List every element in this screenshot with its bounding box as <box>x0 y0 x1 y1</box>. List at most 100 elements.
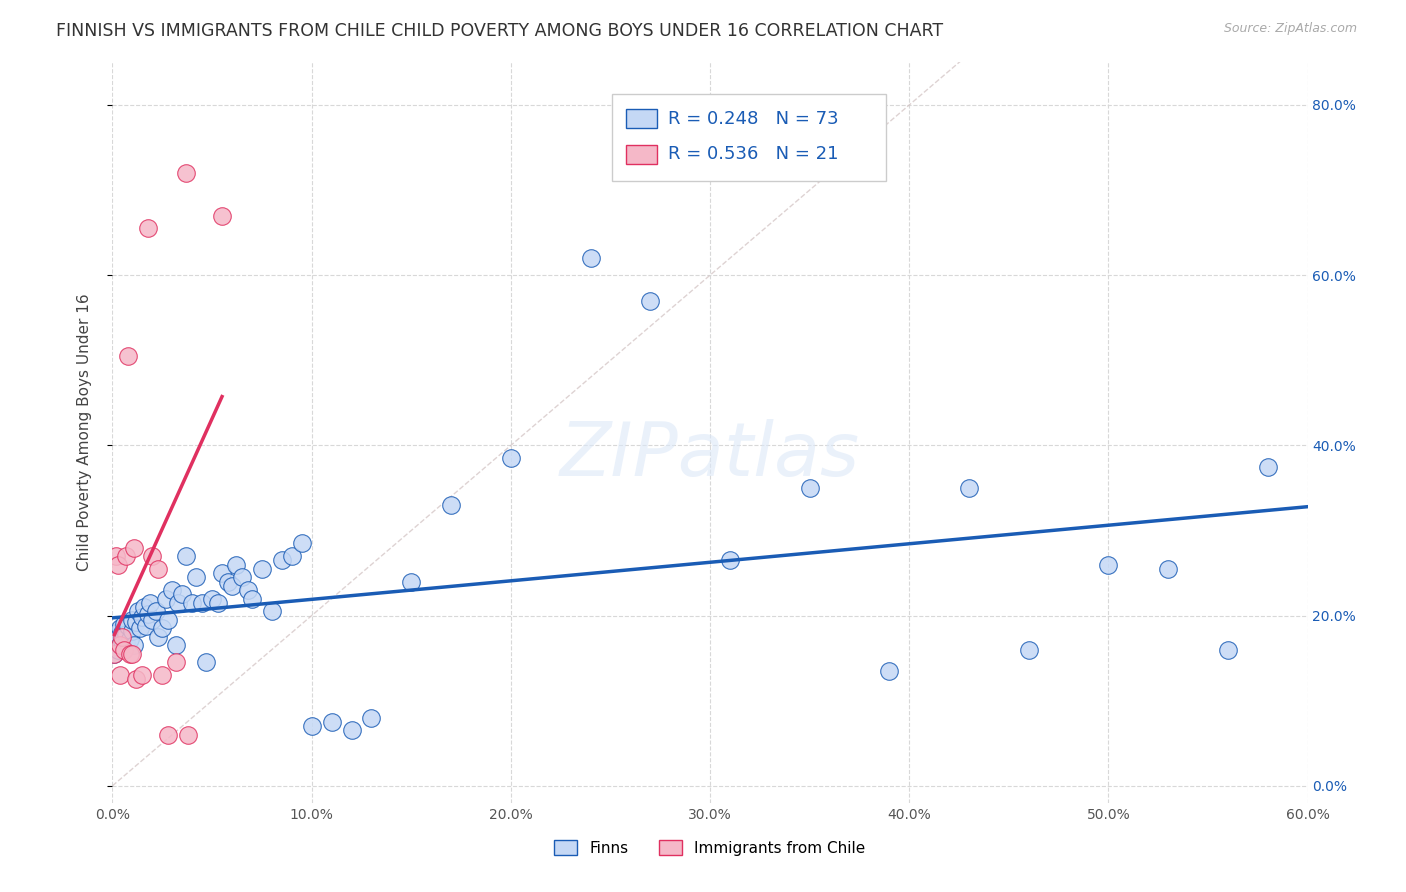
Point <box>640 293 662 308</box>
Point <box>138 607 160 621</box>
Point <box>250 562 273 576</box>
Point <box>401 574 423 589</box>
Point <box>114 630 135 644</box>
Point <box>120 647 142 661</box>
Point <box>340 723 363 738</box>
Text: R = 0.248   N = 73: R = 0.248 N = 73 <box>668 110 838 128</box>
Point <box>105 634 128 648</box>
Text: Source: ZipAtlas.com: Source: ZipAtlas.com <box>1223 22 1357 36</box>
Point <box>131 668 153 682</box>
Y-axis label: Child Poverty Among Boys Under 16: Child Poverty Among Boys Under 16 <box>77 293 91 572</box>
Text: R = 0.536   N = 21: R = 0.536 N = 21 <box>668 145 838 163</box>
Point <box>1097 558 1119 572</box>
Point <box>114 617 135 632</box>
Point <box>879 664 901 678</box>
Text: FINNISH VS IMMIGRANTS FROM CHILE CHILD POVERTY AMONG BOYS UNDER 16 CORRELATION C: FINNISH VS IMMIGRANTS FROM CHILE CHILD P… <box>56 22 943 40</box>
Point <box>127 604 149 618</box>
Point <box>105 549 128 563</box>
Point <box>174 166 197 180</box>
Point <box>110 668 132 682</box>
Point <box>150 668 173 682</box>
Point <box>281 549 304 563</box>
Point <box>181 596 204 610</box>
Point <box>103 647 125 661</box>
Point <box>799 481 821 495</box>
Point <box>217 574 239 589</box>
Point <box>145 604 167 618</box>
Point <box>148 562 170 576</box>
Point <box>291 536 314 550</box>
Point <box>120 632 142 647</box>
Point <box>1018 642 1040 657</box>
Point <box>131 610 153 624</box>
Point <box>301 719 323 733</box>
Point <box>231 570 253 584</box>
Point <box>105 625 128 640</box>
Point <box>121 647 143 661</box>
Text: ZIPatlas: ZIPatlas <box>560 419 860 491</box>
Point <box>114 642 135 657</box>
Point <box>225 558 247 572</box>
Point <box>139 596 162 610</box>
Point <box>579 251 602 265</box>
Point <box>1257 459 1279 474</box>
Point <box>360 711 382 725</box>
Point <box>110 639 132 653</box>
Point <box>207 596 229 610</box>
Point <box>211 566 233 580</box>
Point <box>221 579 243 593</box>
Point <box>111 634 134 648</box>
Point <box>150 621 173 635</box>
Point <box>162 582 183 597</box>
Point <box>125 615 148 630</box>
Point <box>321 714 343 729</box>
Point <box>103 647 125 661</box>
Point <box>1216 642 1239 657</box>
Point <box>191 596 214 610</box>
Point <box>111 630 134 644</box>
Point <box>121 624 143 638</box>
Point <box>240 591 263 606</box>
Point <box>110 621 132 635</box>
Point <box>157 613 180 627</box>
Point <box>115 636 138 650</box>
Point <box>260 604 283 618</box>
Point <box>172 587 194 601</box>
Point <box>211 209 233 223</box>
Point <box>155 591 177 606</box>
Point <box>117 619 139 633</box>
Point <box>111 625 134 640</box>
Point <box>201 591 224 606</box>
Point <box>270 553 292 567</box>
Point <box>110 639 132 653</box>
Point <box>134 600 156 615</box>
Point <box>135 619 157 633</box>
Legend: Finns, Immigrants from Chile: Finns, Immigrants from Chile <box>548 834 872 862</box>
Point <box>174 549 197 563</box>
Point <box>107 558 129 572</box>
Point <box>141 613 163 627</box>
Point <box>499 451 522 466</box>
Point <box>117 349 139 363</box>
Point <box>165 656 187 670</box>
Point <box>107 630 129 644</box>
Point <box>121 613 143 627</box>
Point <box>141 549 163 563</box>
Point <box>115 549 138 563</box>
Point <box>165 639 187 653</box>
Point <box>157 728 180 742</box>
Point <box>124 639 146 653</box>
Point <box>718 553 741 567</box>
Point <box>1157 562 1180 576</box>
Point <box>138 221 160 235</box>
Point <box>115 627 138 641</box>
Point <box>148 630 170 644</box>
Point <box>167 596 190 610</box>
Point <box>195 656 218 670</box>
Point <box>236 582 259 597</box>
Point <box>124 541 146 555</box>
Point <box>125 673 148 687</box>
Point <box>440 498 463 512</box>
Point <box>186 570 208 584</box>
Point <box>107 642 129 657</box>
